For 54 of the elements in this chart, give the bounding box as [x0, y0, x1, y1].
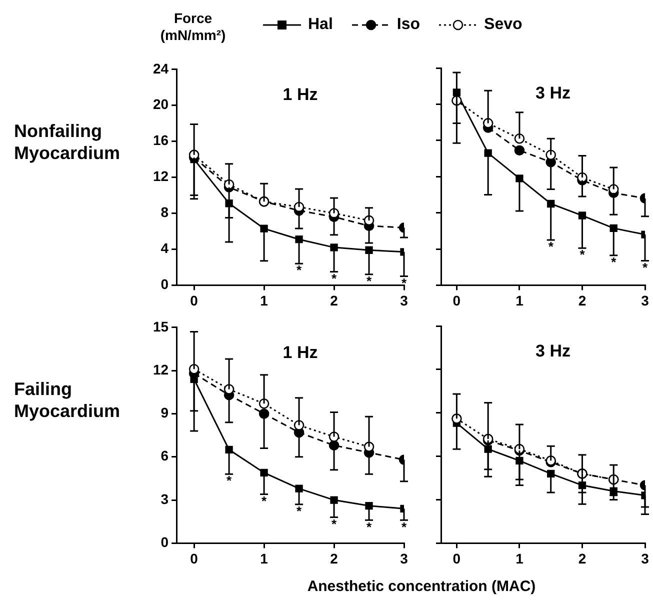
y-tick-label: 12 — [152, 361, 169, 378]
y-axis-title: Force (mN/mm²) — [159, 10, 227, 44]
x-axis-title: Anesthetic concentration (MAC) — [306, 578, 537, 595]
y-tick-label: 0 — [160, 276, 169, 292]
text: Nonfailing Myocardium — [14, 120, 122, 164]
x-tick-label: 2 — [330, 550, 338, 566]
annotation: * — [262, 493, 268, 508]
text: 3 Hz — [536, 342, 570, 361]
annotation: * — [401, 275, 408, 290]
text: Failing Myocardium — [14, 378, 122, 422]
x-tick-label: 3 — [641, 292, 650, 308]
x-tick-label: 2 — [578, 550, 586, 566]
y-tick-label: 16 — [152, 132, 169, 148]
legend-label: Sevo — [484, 16, 522, 34]
x-tick-label: 2 — [330, 292, 338, 308]
y-tick-label: 3 — [160, 490, 169, 507]
x-tick-label: 0 — [190, 550, 198, 566]
y-tick-label: 4 — [160, 240, 169, 256]
x-tick-label: 1 — [260, 292, 268, 308]
legend-label: Iso — [396, 16, 420, 34]
x-tick-label: 0 — [190, 292, 198, 308]
y-tick-label: 8 — [160, 204, 169, 220]
x-tick-label: 0 — [452, 550, 461, 566]
text: 1 Hz — [282, 343, 318, 362]
annotation: * — [366, 519, 372, 534]
annotation: * — [401, 519, 408, 534]
annotation: * — [296, 503, 302, 518]
annotation: * — [548, 239, 554, 254]
annotation: * — [331, 516, 338, 532]
x-tick-label: 1 — [516, 550, 524, 566]
x-tick-label: 3 — [400, 550, 408, 566]
annotation: * — [226, 473, 233, 488]
legend-label: Hal — [308, 16, 333, 34]
annotation: * — [331, 270, 338, 286]
x-tick-label: 1 — [516, 292, 524, 308]
annotation: * — [642, 260, 648, 275]
y-tick-label: 24 — [152, 60, 169, 76]
text: 3 Hz — [536, 84, 570, 103]
y-tick-label: 12 — [152, 168, 169, 184]
y-tick-label: 15 — [152, 318, 169, 334]
x-tick-label: 0 — [452, 292, 461, 308]
y-tick-label: 9 — [160, 404, 169, 421]
x-tick-label: 3 — [400, 292, 408, 308]
y-tick-label: 20 — [152, 96, 169, 112]
annotation: * — [296, 262, 302, 278]
y-tick-label: 0 — [160, 534, 169, 550]
y-tick-label: 6 — [160, 448, 169, 464]
x-tick-label: 1 — [260, 550, 268, 566]
annotation: * — [611, 254, 618, 270]
annotation: * — [366, 273, 372, 288]
x-tick-label: 3 — [641, 550, 650, 566]
x-tick-label: 2 — [578, 292, 586, 308]
text: 1 Hz — [282, 85, 318, 104]
annotation: * — [580, 247, 586, 262]
